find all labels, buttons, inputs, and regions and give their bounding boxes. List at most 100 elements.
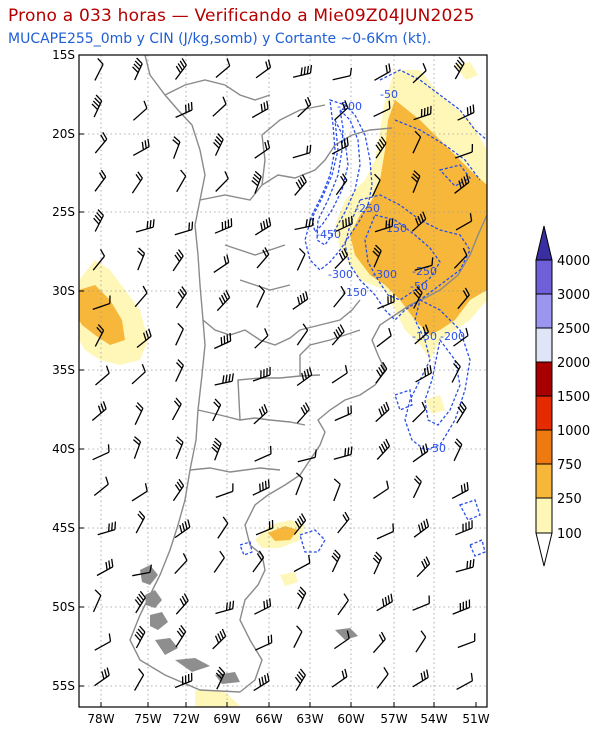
wind-barb	[372, 244, 382, 268]
wind-barb	[91, 401, 107, 421]
wind-barb	[377, 293, 395, 310]
wind-barb	[374, 63, 391, 81]
lon-label: 75W	[134, 712, 161, 726]
wind-barb	[453, 56, 465, 80]
wind-barb	[215, 58, 231, 78]
wind-barb	[297, 96, 312, 118]
wind-barb	[376, 438, 391, 460]
wind-barb	[94, 667, 110, 687]
wind-barb	[334, 630, 350, 650]
wind-barb	[175, 101, 193, 118]
wind-barb	[174, 519, 191, 539]
wind-barb	[456, 672, 474, 690]
wind-barb	[453, 438, 463, 462]
wind-barb	[453, 327, 469, 347]
wind-barb	[375, 361, 388, 384]
map-panel: -50 -200 -250 -150 -450 -300 -300 -250 -…	[78, 54, 488, 708]
wind-barb	[455, 213, 473, 231]
wind-barb	[131, 364, 146, 385]
wind-barb	[172, 249, 184, 272]
wind-barb	[296, 367, 313, 387]
wind-barb	[92, 295, 111, 311]
wind-barb	[412, 130, 422, 154]
wind-barb	[294, 174, 307, 196]
wind-barb	[414, 257, 434, 271]
wind-barb	[134, 590, 146, 614]
wind-barb	[134, 285, 148, 308]
cin-label: -250	[355, 202, 380, 215]
colorbar-label: 250	[557, 492, 582, 507]
axis-ticks	[79, 54, 477, 707]
wind-barb	[255, 634, 273, 651]
lon-label: 63W	[296, 712, 323, 726]
wind-barb	[214, 218, 233, 234]
wind-barb	[376, 523, 395, 540]
colorbar-label: 2000	[557, 356, 590, 371]
wind-barb	[337, 511, 350, 534]
colorbar-label: 1000	[557, 424, 590, 439]
wind-barb	[132, 57, 143, 81]
wind-barb	[335, 173, 348, 196]
colorbar-label: 4000	[557, 254, 590, 269]
wind-barb	[94, 324, 105, 347]
wind-barb	[254, 598, 272, 615]
wind-barb	[135, 219, 155, 233]
colorbar-swatch	[535, 395, 553, 431]
lon-label: 78W	[87, 712, 114, 726]
lat-label: 15S	[52, 48, 75, 62]
wind-barb	[254, 217, 272, 236]
wind-barb	[412, 62, 427, 84]
cin-label: -200	[337, 100, 362, 113]
wind-barb	[335, 215, 353, 232]
colorbar-swatch	[535, 327, 553, 363]
colorbar-swatch	[535, 259, 553, 295]
lon-label: 66W	[255, 712, 282, 726]
cin-label: -300	[328, 268, 353, 281]
wind-barb	[416, 556, 431, 578]
wind-barb	[296, 586, 307, 610]
wind-barb	[175, 359, 184, 382]
wind-barb	[294, 668, 306, 691]
wind-barb	[414, 324, 430, 345]
wind-barb	[131, 483, 148, 502]
wind-barb	[293, 513, 307, 535]
wind-barb	[374, 218, 394, 233]
wind-barb	[454, 174, 470, 194]
wind-barb	[92, 589, 102, 613]
colorbar-label: 750	[557, 458, 582, 473]
colorbar: 100 250 750 1000 1500 2000 2500 3000 400…	[535, 225, 590, 567]
colorbar-label: 1500	[557, 390, 590, 405]
wind-barb	[372, 551, 383, 575]
wind-barb	[296, 247, 306, 271]
wind-barb	[412, 475, 422, 499]
cin-label: -50	[410, 280, 428, 293]
wind-barb	[92, 444, 110, 461]
wind-barb	[292, 65, 313, 78]
wind-barb	[215, 171, 229, 192]
lat-label: 30S	[52, 284, 75, 298]
wind-barb	[371, 173, 381, 197]
lat-label: 25S	[52, 205, 75, 219]
wind-barb	[412, 669, 429, 688]
colorbar-label: 100	[557, 527, 582, 542]
lon-label: 57W	[380, 712, 407, 726]
wind-barb	[331, 549, 341, 573]
wind-barb	[415, 630, 427, 653]
wind-barb	[412, 595, 430, 611]
map-title: Prono a 033 horas — Verificando a Mie09Z…	[8, 6, 475, 26]
wind-barb	[174, 553, 188, 575]
cin-label: -450	[316, 228, 341, 241]
wind-barb	[135, 510, 146, 534]
wind-barb	[216, 290, 231, 312]
wind-barb	[293, 554, 311, 573]
colorbar-low-arrow	[535, 532, 553, 567]
wind-barb	[137, 247, 146, 271]
lon-label: 72W	[172, 712, 199, 726]
wind-barb	[333, 478, 341, 502]
wind-barb	[254, 445, 272, 462]
wind-barb	[256, 247, 270, 269]
lon-label: 51W	[462, 712, 489, 726]
wind-barb	[213, 550, 225, 573]
cin-label: -50	[380, 88, 398, 101]
wind-barb	[212, 628, 227, 650]
